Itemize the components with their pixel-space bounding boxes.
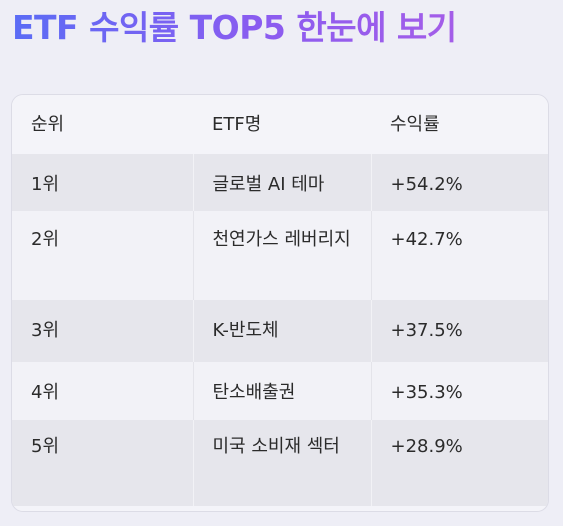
table-row: 5위 미국 소비재 섹터 +28.9% [12,420,548,506]
etf-name-cell: 천연가스 레버리지 [192,211,371,300]
table-row: 3위 K-반도체 +37.5% [12,300,548,362]
return-cell: +35.3% [370,362,548,420]
etf-return-table: 순위 ETF명 수익률 1위 글로벌 AI 테마 +54.2% 2위 천연가스 … [12,95,548,506]
table-row: 1위 글로벌 AI 테마 +54.2% [12,154,548,211]
header-return: 수익률 [390,114,440,135]
etf-name-cell: K-반도체 [192,300,371,362]
header-rank: 순위 [31,114,65,135]
rank-cell: 1위 [12,154,193,211]
return-cell: +54.2% [370,154,548,211]
rank-cell: 5위 [12,420,193,506]
return-cell: +28.9% [370,420,548,506]
table-row: 4위 탄소배출권 +35.3% [12,362,548,420]
page-title: ETF 수익률 TOP5 한눈에 보기 [12,2,457,54]
etf-name-cell: 미국 소비재 섹터 [192,420,371,506]
rank-cell: 3위 [12,300,193,362]
return-cell: +42.7% [370,211,548,300]
header-etf-name: ETF명 [212,114,262,135]
table-row: 2위 천연가스 레버리지 +42.7% [12,211,548,300]
etf-name-cell: 글로벌 AI 테마 [192,154,371,211]
rank-cell: 2위 [12,211,193,300]
rank-cell: 4위 [12,362,193,420]
return-cell: +37.5% [370,300,548,362]
table-header-row: 순위 ETF명 수익률 [12,95,548,154]
etf-name-cell: 탄소배출권 [192,362,371,420]
etf-table-card: 순위 ETF명 수익률 1위 글로벌 AI 테마 +54.2% 2위 천연가스 … [11,94,549,512]
